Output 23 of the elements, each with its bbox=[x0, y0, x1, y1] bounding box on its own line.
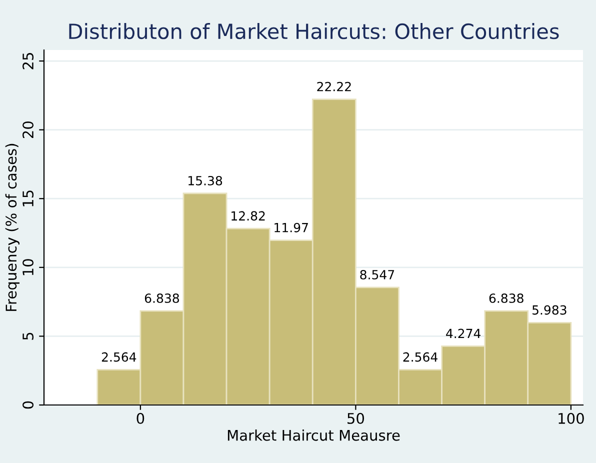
data-label: 2.564 bbox=[102, 352, 136, 362]
y-tick-label: 0 bbox=[22, 401, 34, 409]
data-label: 8.547 bbox=[360, 270, 394, 280]
data-label: 12.82 bbox=[232, 211, 265, 221]
data-label: 5.983 bbox=[532, 305, 566, 315]
x-tick-label: 0 bbox=[136, 412, 144, 424]
data-label: 15.38 bbox=[188, 176, 222, 186]
y-tick-label: 15 bbox=[22, 190, 34, 206]
chart-title: Distributon of Market Haircuts: Other Countries bbox=[69, 23, 559, 40]
y-tick-label: 5 bbox=[22, 332, 34, 340]
x-tick-label: 100 bbox=[558, 412, 584, 424]
data-label: 6.838 bbox=[144, 293, 179, 303]
data-label: 6.838 bbox=[489, 293, 524, 303]
data-label: 2.564 bbox=[403, 352, 438, 362]
y-tick-label: 20 bbox=[22, 121, 34, 138]
data-label: 11.97 bbox=[274, 222, 308, 232]
x-tick-label: 50 bbox=[348, 412, 364, 424]
data-label: 4.274 bbox=[446, 328, 481, 338]
data-label: 22.22 bbox=[317, 82, 351, 92]
y-tick-label: 25 bbox=[22, 53, 34, 70]
x-axis-title: Market Haircut Meausre bbox=[228, 430, 400, 441]
y-axis-title: Frequency (% of cases) bbox=[5, 144, 20, 311]
y-tick-label: 10 bbox=[22, 259, 34, 276]
